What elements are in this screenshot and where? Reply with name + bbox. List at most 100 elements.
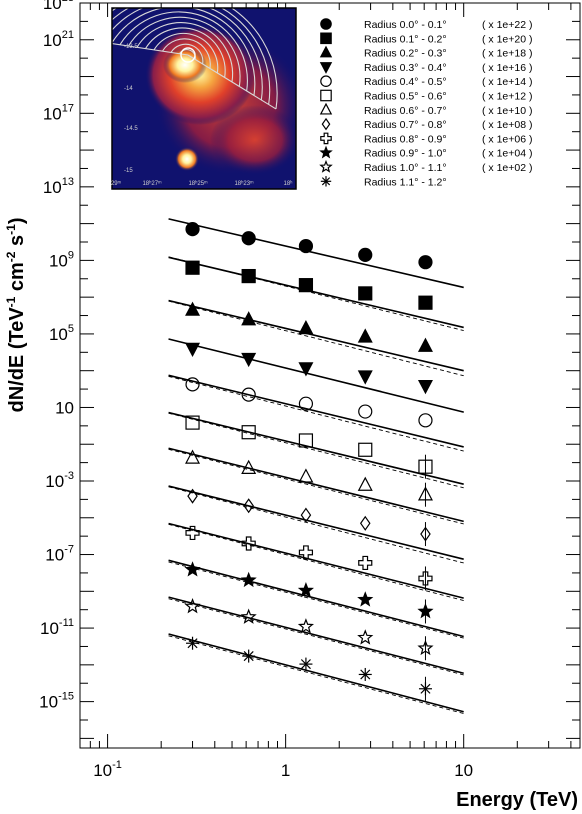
fit-line (168, 374, 464, 448)
annulus-arc (112, 8, 271, 105)
triangle-up-filled-marker (319, 45, 333, 58)
square-filled-marker (418, 295, 433, 310)
annulus-arc (119, 11, 248, 92)
star-filled-marker (297, 582, 315, 598)
triangle-up-filled-marker (298, 319, 314, 335)
star-open-marker (319, 159, 333, 173)
fit-line (168, 411, 464, 485)
square-open-marker (241, 425, 256, 440)
star-filled-marker (357, 591, 374, 607)
fit-line (168, 447, 464, 523)
inset-x-label: 18ʰ25ᵐ (188, 180, 208, 187)
legend-scale: ( x 1e+02 ) (482, 162, 533, 174)
y-tick-label: 1017 (43, 102, 74, 123)
square-open-marker (418, 459, 433, 474)
asterisk-marker (320, 176, 332, 187)
y-axis-title: dN/dE (TeV-1 cm-2 s-1) (4, 217, 28, 412)
circle-filled-marker (358, 247, 373, 262)
fit-line (168, 485, 464, 560)
asterisk-stroke (187, 638, 198, 649)
fit-line (168, 633, 464, 713)
inset-x-label: 29ᵐ (111, 181, 122, 187)
triangle-up-open-marker (298, 468, 314, 483)
reference-fit-line (168, 375, 464, 452)
diamond-open-marker (300, 507, 312, 523)
circle-filled-marker (241, 231, 256, 246)
data-points (184, 222, 434, 701)
x-tick-label: 10 (454, 761, 473, 780)
legend-label: Radius 0.1° - 0.2° (364, 33, 447, 45)
square-filled-marker (358, 286, 373, 301)
triangle-down-filled-marker (417, 380, 433, 395)
legend-label: Radius 0.3° - 0.4° (364, 62, 447, 74)
square-filled-marker (320, 32, 332, 45)
plot-frame (79, 2, 581, 749)
annulus-arc (162, 38, 211, 69)
tick-labels: 10-111010231021101710131091051010-310-71… (39, 0, 473, 780)
circle-open-marker (298, 396, 314, 411)
annulus-edge (112, 42, 189, 56)
triangle-up-open-marker (417, 486, 433, 501)
inset-x-label: 18ʰ (284, 180, 293, 187)
legend-label: Radius 0.4° - 0.5° (364, 76, 447, 88)
annulus-arc (170, 43, 204, 65)
fit-line (168, 218, 464, 289)
inset-frame (111, 7, 297, 190)
x-axis-title: Energy (TeV) (456, 789, 578, 811)
y-tick-label: 10-3 (45, 470, 74, 491)
annulus-arc (112, 8, 278, 110)
diamond-open-marker (187, 488, 198, 504)
diamond-open-marker (321, 117, 331, 131)
reference-fit-line (168, 256, 464, 332)
y-tick-label: 1021 (43, 29, 74, 50)
star-filled-marker (184, 561, 201, 577)
fit-line (168, 299, 464, 372)
triangle-up-filled-marker (417, 337, 433, 352)
legend-scale: ( x 1e+22 ) (482, 19, 533, 31)
annulus-arc (136, 22, 234, 83)
circle-filled-marker (418, 255, 433, 270)
annulus-arc (112, 8, 263, 101)
circle-filled-marker (185, 222, 200, 237)
diamond-open-marker (243, 498, 254, 514)
reference-fit-line (168, 635, 464, 714)
legend-label: Radius 1.0° - 1.1° (364, 162, 447, 174)
inset-axis-labels: -13.5 -14 -14.5 -15 29ᵐ 18ʰ27ᵐ 18ʰ25ᵐ 18ʰ23ᵐ 18ʰ (111, 44, 293, 187)
asterisk-marker (299, 657, 313, 671)
reference-fit-line (168, 338, 464, 413)
circle-open-marker (320, 75, 332, 87)
circle-open-marker (241, 387, 256, 402)
triangle-up-filled-marker (241, 311, 257, 326)
asterisk-stroke (360, 669, 371, 680)
circle-filled-marker (298, 238, 314, 254)
square-filled-marker (298, 278, 314, 293)
square-open-marker (320, 89, 332, 102)
cross-open-marker (185, 525, 200, 541)
triangle-down-filled-marker (319, 62, 333, 74)
y-tick-label: 105 (49, 323, 74, 344)
reference-fit-line (168, 486, 464, 564)
legend: Radius 0.0° - 0.1° ( x 1e+22 ) Radius 0.1°… (319, 18, 533, 188)
x-tick-label: 10-1 (93, 759, 122, 780)
circle-open-marker (185, 377, 200, 392)
inset-x-label: 18ʰ23ᵐ (234, 180, 254, 187)
triangle-down-filled-marker (357, 370, 373, 385)
star-filled-marker (240, 571, 257, 588)
star-open-marker (184, 597, 201, 614)
legend-scale: ( x 1e+18 ) (482, 48, 533, 60)
asterisk-marker (358, 667, 372, 681)
legend-scale: ( x 1e+06 ) (482, 133, 533, 145)
circle-open-marker (418, 413, 433, 428)
y-tick-label: 10 (55, 398, 74, 417)
y-tick-label: 1013 (43, 176, 74, 197)
center-circle (180, 47, 196, 63)
triangle-up-open-marker (357, 476, 373, 491)
triangle-down-filled-marker (185, 342, 201, 357)
annulus-arc (128, 16, 241, 87)
reference-fit-line (168, 448, 464, 525)
diamond-open-marker (359, 515, 371, 531)
axis-ticks (79, 2, 580, 748)
fit-line (168, 522, 464, 599)
diamond-open-marker (420, 526, 431, 542)
square-open-marker (358, 442, 373, 457)
